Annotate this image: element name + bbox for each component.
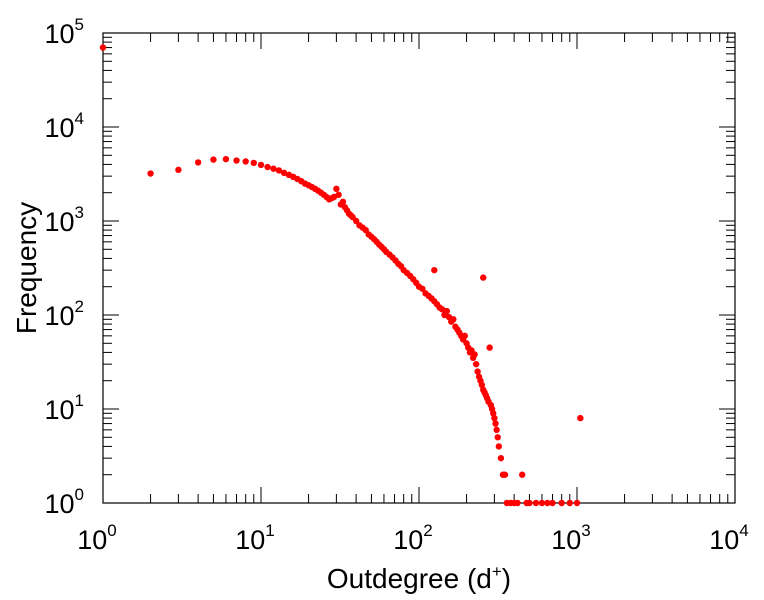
data-point	[474, 368, 481, 375]
data-point	[544, 499, 551, 507]
data-point	[558, 499, 565, 507]
data-point	[490, 410, 497, 417]
data-point	[222, 155, 230, 163]
x-tick-label: 103	[551, 521, 591, 555]
data-point	[147, 170, 154, 177]
data-point	[175, 166, 182, 174]
x-tick-label: 102	[393, 521, 433, 555]
data-point	[493, 426, 500, 434]
data-point	[99, 44, 107, 51]
data-point	[450, 316, 457, 323]
data-point	[538, 499, 546, 507]
y-tick-label: 105	[44, 15, 84, 49]
x-axis-title: Outdegree (d+)	[327, 562, 511, 594]
data-point	[491, 414, 498, 422]
y-tick-label: 103	[44, 203, 84, 237]
data-point	[514, 499, 521, 507]
data-points	[99, 44, 584, 507]
data-point	[275, 167, 283, 174]
data-point	[335, 191, 342, 198]
data-point	[492, 420, 499, 427]
data-point	[210, 156, 217, 163]
y-tick-label: 104	[44, 109, 84, 143]
y-tick-label: 100	[44, 485, 84, 519]
y-tick-label: 101	[44, 391, 84, 425]
data-point	[494, 434, 501, 441]
data-point	[495, 443, 503, 450]
x-tick-label: 104	[709, 521, 749, 555]
data-point	[566, 499, 573, 507]
data-point	[573, 499, 581, 507]
x-tick-label: 101	[235, 521, 275, 555]
data-point	[501, 471, 509, 478]
plot-frame	[102, 32, 736, 504]
data-point	[270, 165, 277, 172]
data-point	[526, 499, 533, 507]
tick-labels: 100 101 102 103 104 100 101 102 103 104 105	[44, 15, 748, 555]
data-point	[242, 158, 249, 165]
data-point	[461, 332, 469, 340]
data-point	[352, 217, 360, 225]
y-axis-title: Frequency	[11, 202, 42, 334]
data-point	[257, 161, 265, 169]
y-tick-label: 102	[44, 297, 84, 331]
data-point	[577, 414, 584, 422]
data-point	[194, 159, 202, 166]
data-point	[532, 499, 540, 507]
data-point	[233, 157, 240, 164]
data-point	[443, 307, 451, 315]
data-point	[250, 159, 257, 167]
data-point	[497, 454, 505, 462]
data-point	[519, 471, 526, 478]
data-point	[419, 285, 426, 292]
data-point	[431, 266, 438, 274]
data-point	[472, 360, 480, 368]
data-point	[264, 163, 271, 171]
data-point	[339, 198, 347, 206]
data-point	[549, 499, 556, 507]
x-tick-label: 100	[77, 521, 117, 555]
axis-ticks	[102, 32, 736, 504]
data-point	[480, 274, 487, 281]
data-point	[486, 344, 493, 351]
data-point	[471, 351, 478, 358]
data-point	[333, 185, 340, 193]
data-point	[478, 381, 486, 389]
